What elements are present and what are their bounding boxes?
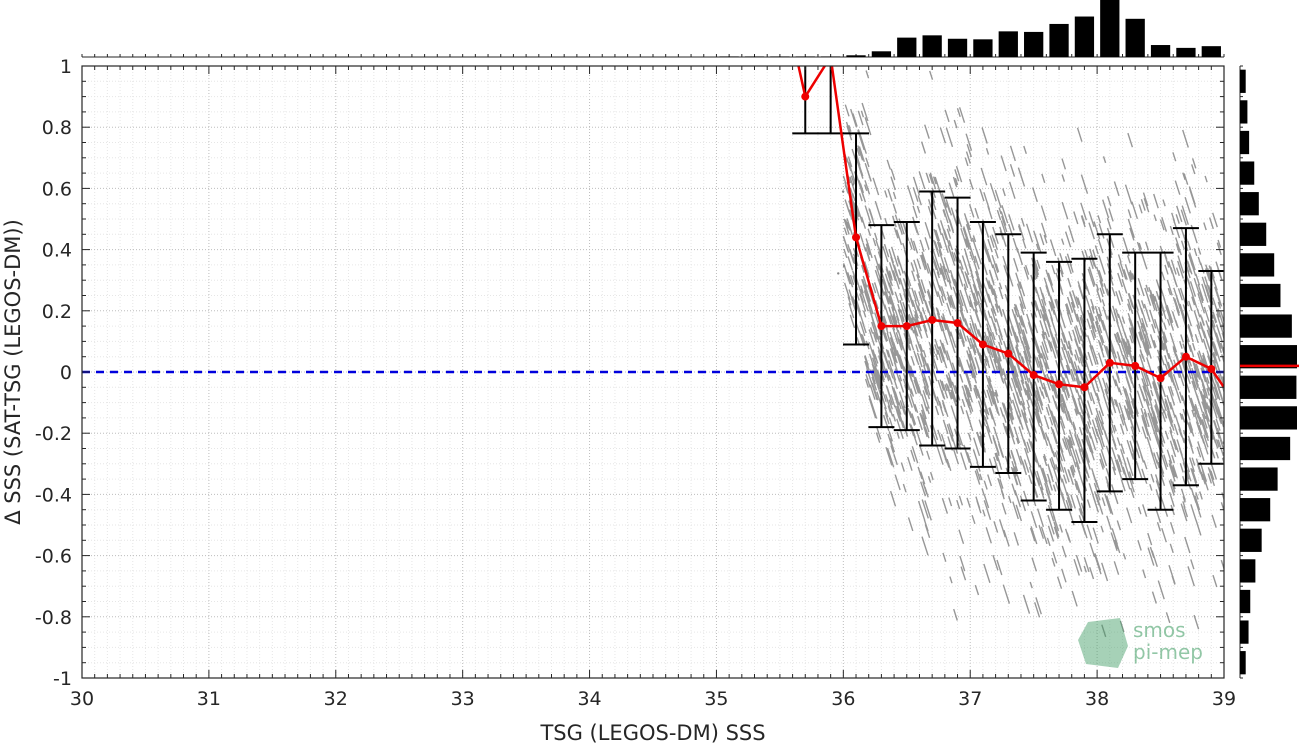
mean-marker bbox=[1105, 358, 1114, 367]
right-histogram-bar bbox=[1240, 69, 1246, 93]
x-axis-title: TSG (LEGOS-DM) SSS bbox=[539, 721, 765, 745]
x-tick-label: 37 bbox=[958, 688, 982, 710]
right-histogram-bar bbox=[1240, 161, 1255, 185]
right-histogram-bar bbox=[1240, 651, 1246, 675]
top-histogram-bar bbox=[973, 39, 993, 57]
top-histogram-bar bbox=[1049, 23, 1069, 57]
y-axis-title: Δ SSS (SAT-TSG (LEGOS-DM)) bbox=[1, 219, 25, 525]
y-tick-label: 0.4 bbox=[42, 240, 72, 262]
mean-marker bbox=[902, 322, 911, 331]
right-histogram-bar bbox=[1240, 283, 1281, 308]
right-histogram-bar bbox=[1240, 253, 1275, 277]
x-tick-label: 30 bbox=[70, 688, 94, 710]
right-histogram bbox=[1239, 65, 1299, 679]
mean-marker bbox=[1029, 371, 1038, 380]
y-tick-label: 0.8 bbox=[42, 117, 72, 139]
right-histogram-bar bbox=[1240, 130, 1250, 155]
right-histogram-bar bbox=[1240, 589, 1251, 614]
top-histogram-bar bbox=[1100, 0, 1120, 57]
right-histogram-bar bbox=[1240, 467, 1278, 491]
scatter-point bbox=[842, 264, 846, 268]
right-histogram-bar bbox=[1240, 436, 1291, 461]
top-histogram-bar bbox=[821, 56, 841, 57]
scatter-point bbox=[841, 190, 845, 193]
top-histogram-bar bbox=[871, 51, 892, 57]
right-histogram-bar bbox=[1240, 192, 1259, 216]
right-histogram-bar bbox=[1240, 528, 1262, 552]
logo-text-line2: pi-mep bbox=[1133, 640, 1203, 664]
mean-marker bbox=[1004, 349, 1013, 358]
right-histogram-bar bbox=[1240, 222, 1267, 246]
right-histogram-bar bbox=[1240, 100, 1248, 124]
x-tick-label: 39 bbox=[1212, 688, 1236, 710]
top-histogram-bar bbox=[1125, 18, 1145, 58]
y-tick-label: 0 bbox=[60, 362, 72, 384]
x-tick-labels: 30 31 32 33 34 35 36 37 38 39 bbox=[70, 688, 1236, 710]
mean-marker bbox=[1207, 364, 1216, 373]
logo-text-line1: smos bbox=[1133, 618, 1186, 642]
top-histogram-bar bbox=[1024, 31, 1044, 57]
x-tick-label: 34 bbox=[577, 688, 601, 710]
scatter-point bbox=[851, 183, 855, 186]
y-tick-labels: -1 -0.8 -0.6 -0.4 -0.2 0 0.2 0.4 0.6 0.8 1 bbox=[35, 56, 72, 690]
x-tick-label: 33 bbox=[451, 688, 475, 710]
top-histogram-bar bbox=[1201, 46, 1221, 57]
mean-marker bbox=[852, 233, 861, 242]
top-histogram-bar bbox=[770, 56, 790, 57]
right-histogram-bar bbox=[1240, 406, 1297, 430]
right-histogram-bar bbox=[1240, 620, 1249, 644]
top-histogram-bar bbox=[846, 55, 866, 57]
mean-marker bbox=[1080, 383, 1089, 392]
scatter-point bbox=[837, 272, 840, 275]
top-histogram-bar bbox=[795, 56, 815, 57]
y-tick-label: -0.4 bbox=[35, 484, 72, 506]
right-histogram-bar bbox=[1240, 345, 1297, 369]
mean-marker bbox=[978, 340, 987, 349]
y-tick-label: 0.2 bbox=[42, 301, 72, 323]
right-histogram-bar bbox=[1240, 314, 1292, 338]
mean-marker bbox=[801, 92, 810, 101]
x-tick-label: 31 bbox=[197, 688, 221, 710]
top-histogram-bar bbox=[1074, 16, 1095, 58]
mean-marker bbox=[877, 322, 886, 331]
right-histogram-bar bbox=[1240, 559, 1256, 583]
top-histogram-bar bbox=[719, 56, 739, 57]
x-tick-label: 38 bbox=[1085, 688, 1109, 710]
mean-marker bbox=[928, 315, 937, 324]
top-histogram-bar bbox=[897, 37, 917, 57]
top-histogram-bar bbox=[998, 31, 1018, 57]
mean-marker bbox=[1131, 361, 1140, 370]
x-tick-label: 35 bbox=[704, 688, 728, 710]
mean-marker bbox=[1055, 380, 1064, 389]
mean-marker bbox=[1181, 352, 1190, 361]
top-histogram-bar bbox=[1176, 47, 1196, 57]
top-histogram bbox=[81, 0, 1225, 58]
top-histogram-bar bbox=[1150, 45, 1171, 57]
mean-line bbox=[797, 66, 1224, 392]
y-tick-label: -1 bbox=[53, 668, 72, 690]
right-histogram-bar bbox=[1240, 498, 1271, 522]
mean-marker bbox=[1156, 374, 1165, 383]
top-histogram-bar bbox=[947, 38, 968, 57]
axis-ticks bbox=[81, 65, 1225, 679]
x-tick-label: 32 bbox=[324, 688, 348, 710]
top-histogram-bar bbox=[922, 35, 942, 57]
x-tick-label: 36 bbox=[831, 688, 855, 710]
y-tick-label: 0.6 bbox=[42, 178, 72, 200]
y-tick-label: 1 bbox=[60, 56, 72, 78]
y-tick-label: -0.6 bbox=[35, 546, 72, 568]
right-histogram-bar bbox=[1240, 375, 1297, 399]
y-tick-label: -0.8 bbox=[35, 607, 72, 629]
y-tick-label: -0.2 bbox=[35, 423, 72, 445]
mean-marker bbox=[953, 319, 962, 328]
logo-mark bbox=[1078, 618, 1128, 668]
top-histogram-bar bbox=[744, 56, 765, 57]
